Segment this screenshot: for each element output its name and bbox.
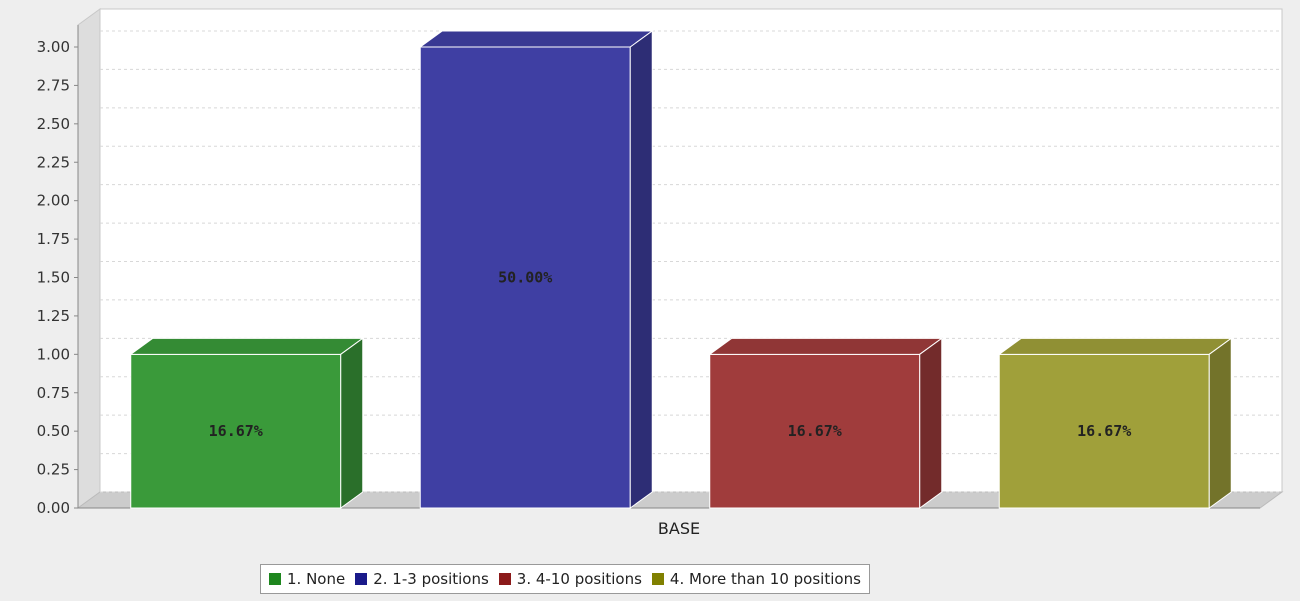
legend-item: 3. 4-10 positions — [498, 570, 642, 588]
bar-front — [709, 353, 921, 509]
y-tick-label: 2.75 — [37, 76, 70, 94]
bar-top — [997, 337, 1233, 355]
legend-label: 3. 4-10 positions — [516, 570, 642, 588]
data-label: 50.00% — [498, 269, 552, 287]
bar-side — [919, 337, 943, 509]
y-tick-label: 0.50 — [37, 422, 70, 440]
legend-label: 4. More than 10 positions — [669, 570, 861, 588]
legend-item: 1. None — [269, 570, 345, 588]
chart-canvas: 0.00 0.25 0.50 0.75 1.00 1.25 1.50 1.75 2.00 2.25… — [37, 8, 1284, 538]
legend-swatch — [269, 573, 281, 585]
y-tick-label: 1.75 — [37, 230, 70, 248]
chart-legend: 1. None 2. 1-3 positions 3. 4-10 positions… — [260, 564, 870, 594]
bar-top — [418, 30, 654, 48]
y-tick-label: 1.25 — [37, 307, 70, 325]
y-tick-label: 0.25 — [37, 461, 70, 479]
bar-side — [629, 30, 653, 509]
legend-swatch — [498, 573, 511, 585]
x-category-label: BASE — [658, 519, 700, 538]
data-label: 16.67% — [1077, 422, 1131, 440]
bar-top — [129, 337, 365, 355]
y-tick-label: 2.50 — [37, 115, 70, 133]
data-label: 16.67% — [209, 422, 263, 440]
legend-item: 4. More than 10 positions — [651, 570, 861, 588]
bar-front — [130, 353, 342, 509]
legend-item: 2. 1-3 positions — [355, 570, 489, 588]
y-tick-label: 0.00 — [37, 499, 70, 517]
y-tick-label: 2.25 — [37, 153, 70, 171]
bar-side — [1208, 337, 1232, 509]
legend-swatch — [651, 573, 664, 585]
left-wall — [77, 8, 101, 509]
legend-swatch — [355, 573, 368, 585]
y-tick-label: 2.00 — [37, 192, 70, 210]
legend-label: 2. 1-3 positions — [373, 570, 489, 588]
y-tick-label: 1.00 — [37, 345, 70, 363]
bar-top — [708, 337, 944, 355]
bar-side — [340, 337, 364, 509]
legend-label: 1. None — [287, 570, 346, 588]
bar-front — [998, 353, 1210, 509]
y-tick-label: 1.50 — [37, 269, 70, 287]
data-label: 16.67% — [788, 422, 842, 440]
y-tick-label: 0.75 — [37, 384, 70, 402]
y-tick-label: 3.00 — [37, 38, 70, 56]
